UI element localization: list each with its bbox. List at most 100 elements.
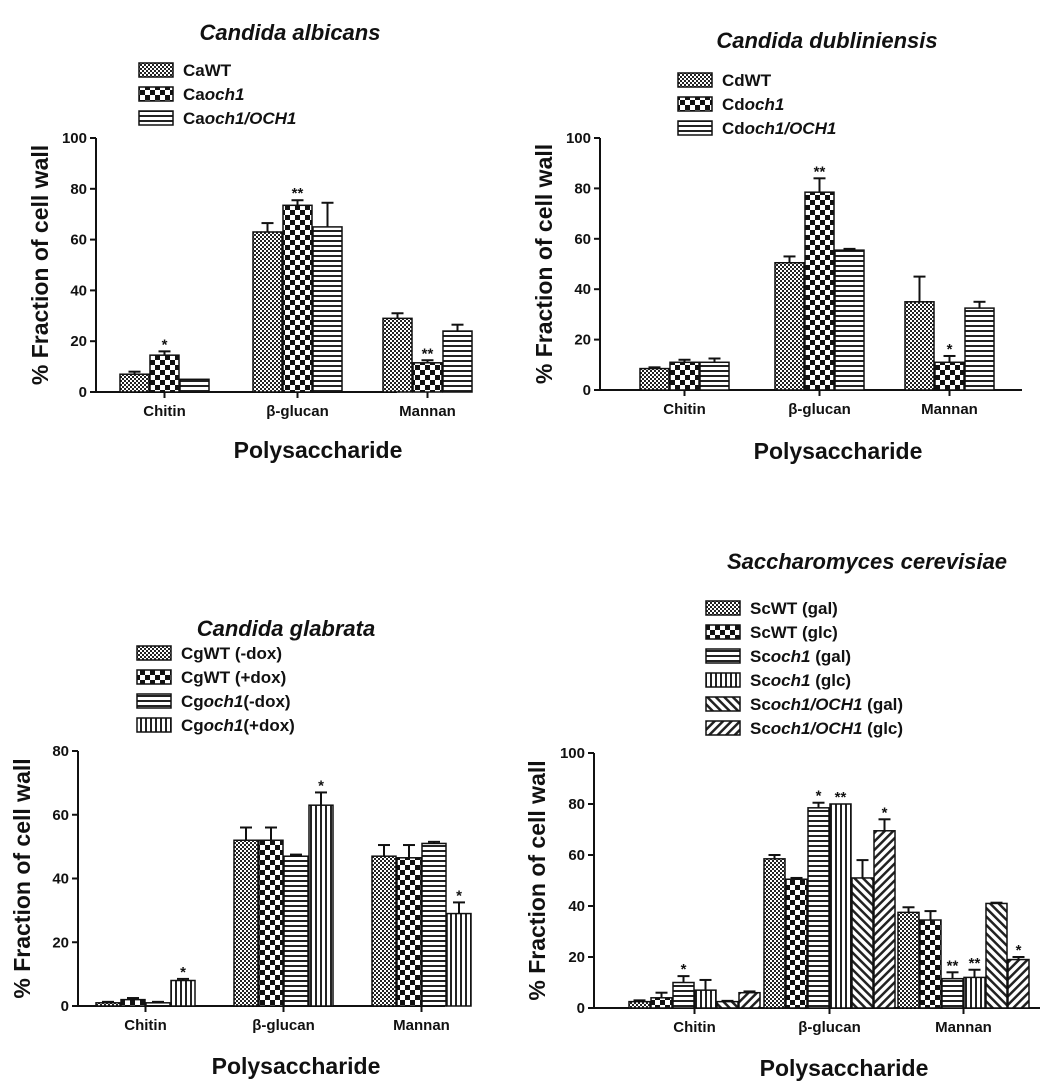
bar <box>120 998 146 1007</box>
bar <box>628 1000 651 1009</box>
legend-entry: CgWT (+dox) <box>136 668 286 687</box>
legend-label: Cgoch1(-dox) <box>181 692 291 711</box>
category-label: Mannan <box>399 403 456 420</box>
category-label: Chitin <box>663 401 706 418</box>
legend-label: Caoch1/OCH1 <box>183 109 296 128</box>
category-label: Chitin <box>143 403 186 420</box>
bar <box>233 839 259 1007</box>
y-axis-label: % Fraction of cell wall <box>524 760 550 1000</box>
bar <box>672 981 695 1009</box>
chart-title: Candida albicans <box>200 20 381 45</box>
significance-star: ** <box>292 185 304 202</box>
y-tick-label: 0 <box>79 384 87 401</box>
legend-entry: Cgoch1(-dox) <box>136 692 291 711</box>
legend-label: CgWT (+dox) <box>181 668 286 687</box>
bar <box>669 361 700 391</box>
y-tick-label: 100 <box>560 745 585 762</box>
legend-swatch <box>677 72 713 88</box>
legend-swatch <box>705 624 741 640</box>
legend-swatch <box>136 669 172 685</box>
y-tick-label: 20 <box>70 333 87 350</box>
legend-label: ScWT (glc) <box>750 623 838 642</box>
y-tick-label: 60 <box>568 847 585 864</box>
category-label: Chitin <box>124 1017 167 1034</box>
legend-entry: CaWT <box>138 61 232 80</box>
y-tick-label: 40 <box>568 898 585 915</box>
significance-star: * <box>456 887 462 904</box>
y-tick-label: 0 <box>577 1000 585 1017</box>
legend-entry: Caoch1/OCH1 <box>138 109 296 128</box>
y-tick-label: 80 <box>52 743 69 760</box>
y-tick-label: 60 <box>70 232 87 249</box>
y-axis-label: % Fraction of cell wall <box>27 145 53 385</box>
bar <box>919 919 942 1009</box>
y-tick-label: 40 <box>574 281 591 298</box>
legend-label: Cdoch1/OCH1 <box>722 119 836 138</box>
significance-star: * <box>681 961 687 978</box>
legend-label: Caoch1 <box>183 85 244 104</box>
bar <box>699 361 730 391</box>
x-axis-label: Polysaccharide <box>754 438 923 464</box>
bar <box>371 855 397 1007</box>
bar <box>252 231 283 393</box>
chart-panel-2: Candida dubliniensis CdWT Cdoch1 Cdoch1/OCH… <box>531 28 1022 464</box>
legend-label: CaWT <box>183 61 232 80</box>
significance-star: * <box>816 788 822 805</box>
bar <box>95 1002 121 1007</box>
category-label: Mannan <box>921 401 978 418</box>
legend-swatch <box>136 693 172 709</box>
legend-entry: ScWT (glc) <box>705 623 838 642</box>
legend-swatch <box>136 717 172 733</box>
legend-entry: ScWT (gal) <box>705 599 838 618</box>
legend-swatch <box>138 62 174 78</box>
legend-entry: CdWT <box>677 71 772 90</box>
legend-swatch <box>138 110 174 126</box>
y-tick-label: 80 <box>70 181 87 198</box>
significance-star: ** <box>835 789 847 806</box>
bar <box>738 991 761 1009</box>
legend-label: Scoch1/OCH1 (gal) <box>750 695 903 714</box>
y-tick-label: 0 <box>583 382 591 399</box>
bar <box>1007 958 1030 1009</box>
significance-star: * <box>318 777 324 794</box>
bar <box>716 1000 739 1009</box>
chart-title: Candida dubliniensis <box>716 28 937 53</box>
legend-label: Scoch1/OCH1 (glc) <box>750 719 903 738</box>
legend-label: CgWT (-dox) <box>181 644 282 663</box>
significance-star: * <box>882 804 888 821</box>
bar <box>934 361 965 391</box>
significance-star: * <box>947 341 953 358</box>
bar <box>170 979 196 1007</box>
bar <box>308 804 334 1007</box>
bar <box>396 857 422 1007</box>
x-axis-label: Polysaccharide <box>760 1055 929 1081</box>
legend-label: Scoch1 (gal) <box>750 647 851 666</box>
legend-label: ScWT (gal) <box>750 599 838 618</box>
legend-swatch <box>705 600 741 616</box>
bar <box>382 317 413 393</box>
legend-swatch <box>705 696 741 712</box>
y-tick-label: 60 <box>52 807 69 824</box>
category-label: Chitin <box>673 1019 716 1036</box>
bar <box>804 191 835 391</box>
bar <box>149 354 180 393</box>
y-tick-label: 80 <box>568 796 585 813</box>
bar <box>985 902 1008 1009</box>
category-label: β-glucan <box>798 1019 861 1036</box>
x-axis-label: Polysaccharide <box>234 437 403 463</box>
legend-label: CdWT <box>722 71 772 90</box>
bar <box>897 911 920 1009</box>
legend-label: Cdoch1 <box>722 95 784 114</box>
bar <box>807 807 830 1009</box>
bar <box>639 367 670 391</box>
chart-panel-3: Candida glabrata CgWT (-dox) CgWT (+dox) Cg… <box>9 616 472 1079</box>
legend-swatch <box>677 96 713 112</box>
legend-swatch <box>705 720 741 736</box>
legend-entry: Scoch1 (gal) <box>705 647 851 666</box>
legend-label: Cgoch1(+dox) <box>181 716 295 735</box>
category-label: β-glucan <box>266 403 329 420</box>
legend-entry: Scoch1/OCH1 (glc) <box>705 719 903 738</box>
y-tick-label: 80 <box>574 180 591 197</box>
chart-panel-4: Saccharomyces cerevisiae ScWT (gal) ScWT (… <box>524 549 1040 1081</box>
bar <box>119 373 150 393</box>
